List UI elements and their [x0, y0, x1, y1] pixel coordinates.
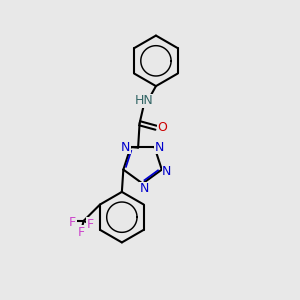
Text: N: N	[162, 165, 172, 178]
Text: N: N	[121, 140, 130, 154]
Text: N: N	[155, 140, 164, 154]
Text: HN: HN	[135, 94, 153, 107]
Text: F: F	[78, 226, 85, 239]
Text: N: N	[140, 182, 149, 195]
Text: O: O	[158, 121, 167, 134]
Text: F: F	[69, 216, 76, 229]
Text: F: F	[87, 218, 94, 231]
